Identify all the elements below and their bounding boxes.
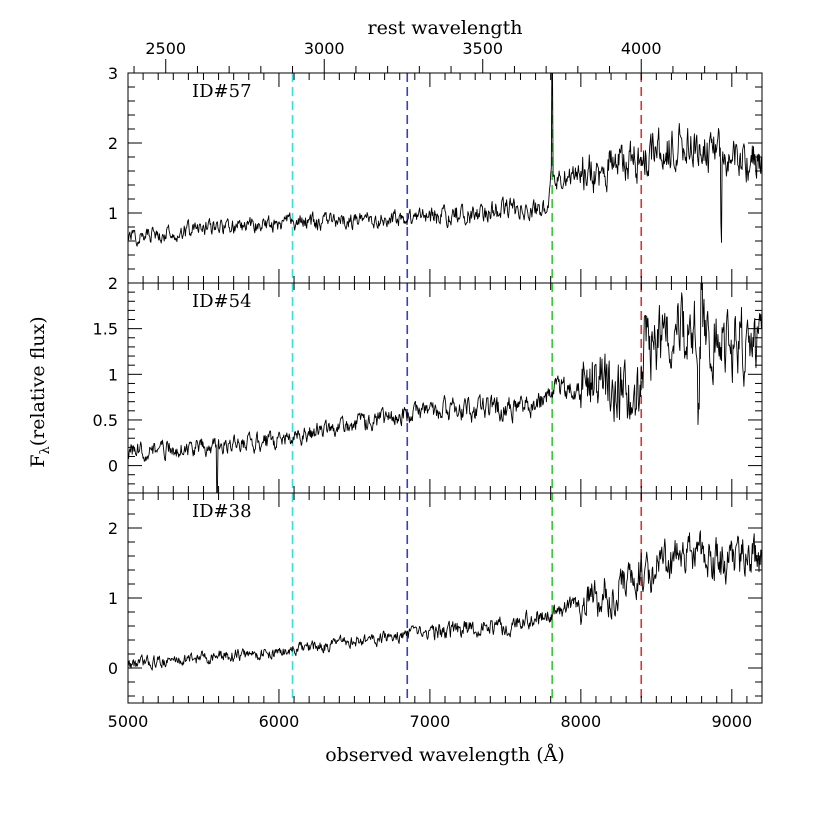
y-tick-label: 1: [108, 204, 118, 223]
panel-frame: [127, 72, 763, 284]
rest-tick-label: 4000: [621, 39, 662, 58]
y-tick-label: 1: [108, 589, 118, 608]
y-tick-label: 2: [108, 274, 118, 293]
y-tick-label: 0: [108, 659, 118, 678]
panel-label: ID#38: [192, 501, 252, 522]
x-tick-label: 8000: [560, 712, 601, 731]
panel-ID54: 0 0.5 1 1.5 2 ID#54: [93, 274, 763, 494]
y-axis-label-rest: (relative flux): [27, 316, 49, 446]
x-axis-label: observed wavelength (Å): [325, 744, 565, 766]
y-axis-label-main: F: [27, 454, 49, 467]
y-tick-label: 1: [108, 365, 118, 384]
rest-tick-label: 3000: [304, 39, 345, 58]
spectrum-line: [128, 530, 762, 671]
spectrum-line: [128, 73, 762, 247]
x-tick-label: 6000: [259, 712, 300, 731]
x-tick-label: 7000: [410, 712, 451, 731]
y-tick-label: 0.5: [93, 411, 118, 430]
y-tick-label: 1.5: [93, 320, 118, 339]
y-axis-label-sub: λ: [38, 446, 53, 454]
top-axis-label: rest wavelength: [368, 17, 523, 39]
panel-label: ID#54: [192, 291, 252, 312]
y-tick-label: 2: [108, 519, 118, 538]
y-tick-label: 2: [108, 134, 118, 153]
panel-label: ID#57: [192, 81, 252, 102]
panel-frame: [127, 282, 763, 494]
x-tick-label: 9000: [711, 712, 752, 731]
rest-tick-label: 2500: [145, 39, 186, 58]
x-tick-label: 5000: [108, 712, 149, 731]
y-tick-label: 3: [108, 64, 118, 83]
panel-ID38: 0 1 2 ID#38: [108, 492, 763, 704]
panel-ID57: 1 2 3 ID#57: [108, 64, 763, 284]
spectrum-line: [128, 283, 762, 493]
panel-frame: [127, 492, 763, 704]
y-tick-label: 0: [108, 457, 118, 476]
y-axis-label: Fλ(relative flux): [27, 316, 53, 467]
rest-tick-label: 3500: [462, 39, 503, 58]
